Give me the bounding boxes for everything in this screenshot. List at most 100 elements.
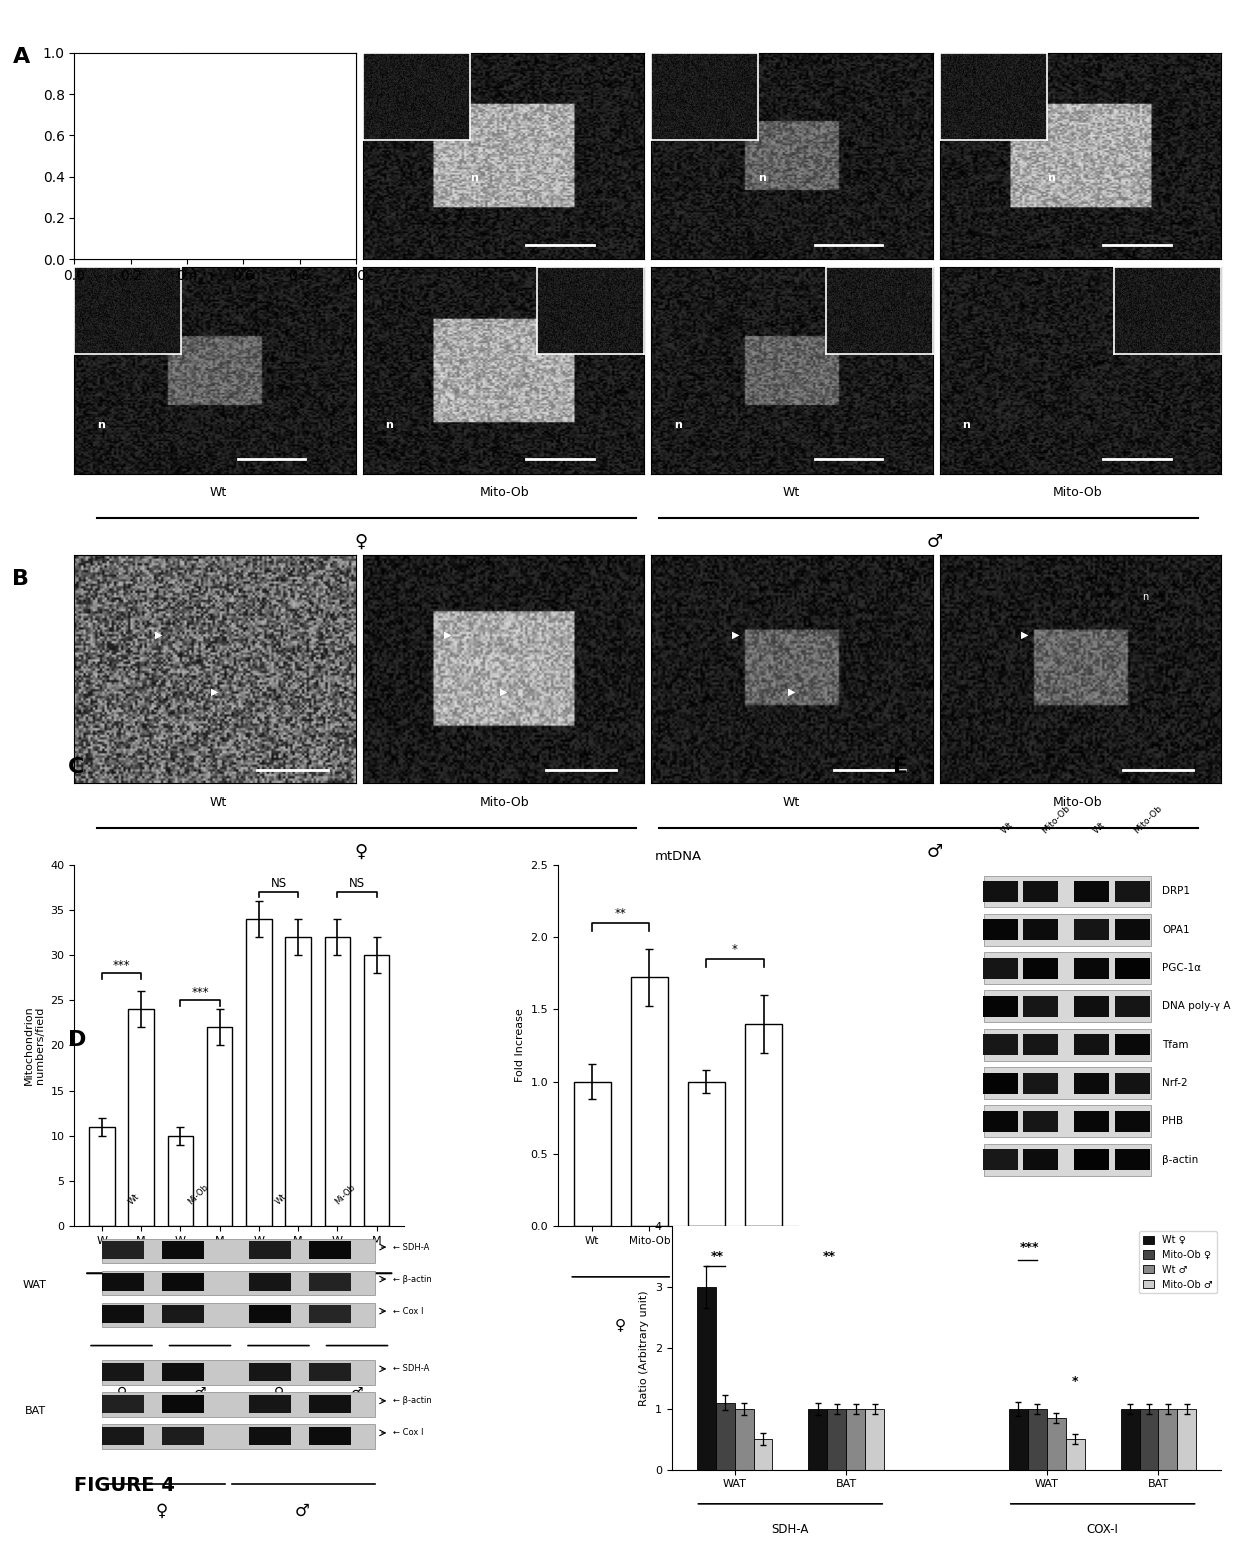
Bar (715, 1402, 734, 1470)
Text: ♂: ♂ (351, 1385, 363, 1399)
FancyBboxPatch shape (249, 1273, 291, 1292)
Bar (167, 1136, 193, 1226)
FancyBboxPatch shape (985, 952, 1151, 984)
Y-axis label: Ratio (Arbitrary unit): Ratio (Arbitrary unit) (640, 1290, 650, 1406)
Bar (808, 1409, 827, 1470)
FancyBboxPatch shape (103, 1393, 376, 1416)
Text: COX-I: COX-I (1086, 1523, 1118, 1537)
Text: A: A (12, 47, 30, 67)
FancyBboxPatch shape (1023, 995, 1058, 1017)
Text: Mito-Ob: Mito-Ob (1053, 485, 1102, 499)
Bar (574, 1081, 611, 1226)
FancyBboxPatch shape (309, 1363, 351, 1381)
Text: Tfam: Tfam (1162, 1039, 1189, 1050)
FancyBboxPatch shape (162, 1306, 203, 1323)
Text: ♂: ♂ (926, 842, 942, 861)
FancyBboxPatch shape (982, 1150, 1018, 1170)
Text: ▶: ▶ (444, 630, 451, 640)
Text: ♀: ♀ (1018, 1256, 1030, 1273)
FancyBboxPatch shape (309, 1427, 351, 1445)
FancyBboxPatch shape (103, 1303, 376, 1328)
FancyBboxPatch shape (103, 1306, 144, 1323)
FancyBboxPatch shape (1074, 919, 1110, 941)
Text: ← Cox I: ← Cox I (393, 1307, 423, 1315)
Text: Wt: Wt (1092, 821, 1107, 836)
FancyBboxPatch shape (309, 1395, 351, 1413)
Text: NS: NS (270, 877, 286, 891)
Bar (631, 978, 668, 1226)
Text: Mito-Ob: Mito-Ob (1132, 803, 1164, 836)
FancyBboxPatch shape (982, 1034, 1018, 1055)
Bar (1121, 1409, 1140, 1470)
Text: BAT: BAT (25, 1406, 46, 1416)
Bar (866, 1409, 884, 1470)
Text: OPA1: OPA1 (1162, 925, 1189, 934)
Bar (129, 1009, 154, 1226)
Text: NS: NS (348, 877, 365, 891)
Text: Mito-Ob: Mito-Ob (480, 485, 529, 499)
FancyBboxPatch shape (1023, 881, 1058, 902)
Text: Nrf-2: Nrf-2 (1162, 1078, 1188, 1087)
FancyBboxPatch shape (249, 1395, 291, 1413)
Text: *: * (732, 944, 738, 956)
FancyBboxPatch shape (982, 881, 1018, 902)
FancyBboxPatch shape (982, 919, 1018, 941)
FancyBboxPatch shape (103, 1360, 376, 1385)
FancyBboxPatch shape (249, 1306, 291, 1323)
FancyBboxPatch shape (162, 1242, 203, 1259)
Text: C: C (68, 757, 84, 777)
Text: DRP1: DRP1 (1162, 886, 1190, 897)
Bar (325, 938, 350, 1226)
Text: ▶: ▶ (500, 686, 507, 697)
Text: Wt: Wt (782, 485, 800, 499)
Text: ♀: ♀ (117, 1385, 126, 1399)
Text: Mito-Ob: Mito-Ob (480, 796, 529, 808)
FancyBboxPatch shape (1074, 881, 1110, 902)
Text: Mi-Ob: Mi-Ob (334, 1182, 357, 1207)
Text: β-actin: β-actin (1162, 1154, 1198, 1165)
FancyBboxPatch shape (162, 1395, 203, 1413)
Text: ← β-actin: ← β-actin (393, 1275, 432, 1284)
Text: n: n (759, 173, 766, 183)
FancyBboxPatch shape (309, 1242, 351, 1259)
FancyBboxPatch shape (985, 875, 1151, 908)
Text: PHB: PHB (1162, 1117, 1183, 1126)
Text: Mito-Ob: Mito-Ob (1040, 803, 1073, 836)
FancyBboxPatch shape (1115, 1150, 1149, 1170)
Text: WAT: WAT (22, 1279, 46, 1290)
Text: BAT: BAT (326, 1306, 348, 1318)
FancyBboxPatch shape (249, 1242, 291, 1259)
Bar (1028, 1409, 1047, 1470)
FancyBboxPatch shape (1115, 881, 1149, 902)
FancyBboxPatch shape (309, 1273, 351, 1292)
FancyBboxPatch shape (982, 958, 1018, 978)
Bar (734, 1409, 754, 1470)
Bar (207, 1028, 232, 1226)
FancyBboxPatch shape (1023, 1150, 1058, 1170)
Bar (827, 1409, 846, 1470)
Text: ♂: ♂ (1104, 1256, 1118, 1273)
FancyBboxPatch shape (103, 1239, 376, 1264)
Text: **: ** (711, 1250, 724, 1262)
FancyBboxPatch shape (985, 914, 1151, 945)
Text: FIGURE 4: FIGURE 4 (74, 1476, 175, 1494)
Text: ▶: ▶ (211, 686, 219, 697)
Text: ▶: ▶ (155, 630, 162, 640)
Bar (1047, 1418, 1066, 1470)
Bar (363, 955, 389, 1226)
FancyBboxPatch shape (103, 1363, 144, 1381)
Y-axis label: Fold Increase: Fold Increase (515, 1009, 525, 1083)
FancyBboxPatch shape (162, 1427, 203, 1445)
FancyBboxPatch shape (1074, 1111, 1110, 1133)
Text: n: n (181, 173, 190, 183)
FancyBboxPatch shape (309, 1306, 351, 1323)
Text: ***: *** (1019, 1240, 1039, 1254)
FancyBboxPatch shape (103, 1273, 144, 1292)
Text: ♂: ♂ (728, 1317, 742, 1332)
Text: ♂: ♂ (926, 532, 942, 551)
Bar (1009, 1409, 1028, 1470)
Legend: Wt ♀, Mito-Ob ♀, Wt ♂, Mito-Ob ♂: Wt ♀, Mito-Ob ♀, Wt ♂, Mito-Ob ♂ (1138, 1231, 1216, 1293)
FancyBboxPatch shape (103, 1242, 144, 1259)
FancyBboxPatch shape (103, 1424, 376, 1449)
FancyBboxPatch shape (103, 1270, 376, 1295)
